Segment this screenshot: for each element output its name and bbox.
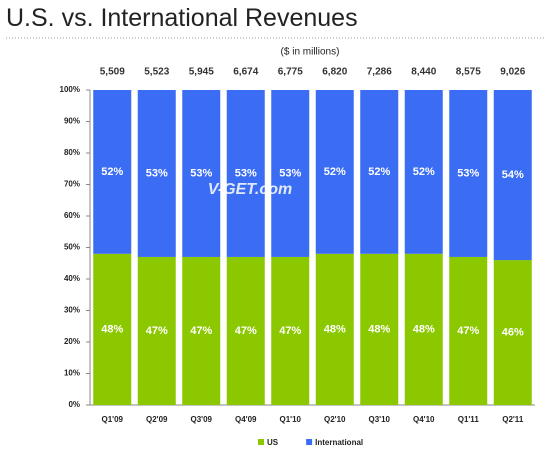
legend-label: International [315, 438, 363, 447]
bar-segment [182, 90, 221, 257]
value-label: 47% [279, 325, 301, 337]
total-label: 5,523 [144, 67, 169, 78]
value-label: 48% [324, 323, 346, 335]
value-label: 48% [368, 323, 390, 335]
value-label: 53% [146, 167, 168, 179]
value-label: 53% [190, 167, 212, 179]
y-tick-label: 0% [68, 400, 80, 409]
y-tick-label: 80% [64, 148, 80, 157]
value-label: 47% [235, 325, 257, 337]
value-label: 46% [502, 326, 524, 338]
total-label: 8,575 [456, 67, 481, 78]
total-label: 5,509 [100, 67, 125, 78]
total-label: 6,775 [278, 67, 303, 78]
y-tick-label: 90% [64, 117, 80, 126]
value-label: 47% [190, 325, 212, 337]
value-label: 53% [279, 167, 301, 179]
x-tick-label: Q1'10 [280, 415, 302, 424]
x-tick-label: Q3'10 [369, 415, 391, 424]
bar-segment [93, 253, 132, 405]
bar-segment [493, 90, 532, 261]
y-tick-label: 20% [64, 337, 80, 346]
bar-segment [93, 90, 132, 254]
bar-segment [404, 90, 443, 254]
bar-segment [360, 253, 399, 405]
value-label: 53% [457, 167, 479, 179]
bar-segment [493, 260, 532, 405]
value-label: 53% [235, 167, 257, 179]
total-label: 5,945 [189, 67, 214, 78]
x-tick-label: Q3'09 [191, 415, 213, 424]
bar-segment [226, 256, 265, 405]
bar-segment [271, 256, 310, 405]
bar-segment [137, 256, 176, 405]
value-label: 52% [413, 166, 435, 178]
x-tick-label: Q1'09 [102, 415, 124, 424]
bar-segment [137, 90, 176, 257]
y-tick-label: 30% [64, 306, 80, 315]
y-tick-label: 60% [64, 211, 80, 220]
subtitle: ($ in millions) [281, 47, 340, 58]
value-label: 52% [324, 166, 346, 178]
legend-swatch [258, 439, 264, 445]
value-label: 47% [146, 325, 168, 337]
x-tick-label: Q4'10 [413, 415, 435, 424]
total-label: 6,674 [233, 67, 258, 78]
bar-segment [404, 253, 443, 405]
bar-segment [315, 253, 354, 405]
watermark: V-GET.com [208, 181, 292, 198]
value-label: 47% [457, 325, 479, 337]
bar-segment [271, 90, 310, 257]
bar-segment [360, 90, 399, 254]
total-label: 9,026 [500, 67, 525, 78]
total-label: 8,440 [411, 67, 436, 78]
bar-segment [226, 90, 265, 257]
bar-segment [449, 256, 488, 405]
x-tick-label: Q4'09 [235, 415, 257, 424]
bar-segment [315, 90, 354, 254]
legend-swatch [306, 439, 313, 445]
value-label: 54% [502, 169, 524, 181]
value-label: 48% [101, 323, 123, 335]
x-tick-label: Q2'10 [324, 415, 346, 424]
total-label: 7,286 [367, 67, 392, 78]
y-tick-label: 70% [64, 180, 80, 189]
x-tick-label: Q2'09 [146, 415, 168, 424]
y-tick-label: 10% [64, 369, 80, 378]
x-tick-label: Q2'11 [502, 415, 524, 424]
bar-segment [182, 256, 221, 405]
value-label: 48% [413, 323, 435, 335]
x-tick-label: Q1'11 [458, 415, 480, 424]
y-tick-label: 40% [64, 274, 80, 283]
y-tick-label: 50% [64, 243, 80, 252]
bar-segment [449, 90, 488, 257]
total-label: 6,820 [322, 67, 347, 78]
y-tick-label: 100% [60, 85, 80, 94]
chart-title: U.S. vs. International Revenues [6, 4, 358, 32]
value-label: 52% [368, 166, 390, 178]
value-label: 52% [101, 166, 123, 178]
legend-label: US [267, 438, 279, 447]
